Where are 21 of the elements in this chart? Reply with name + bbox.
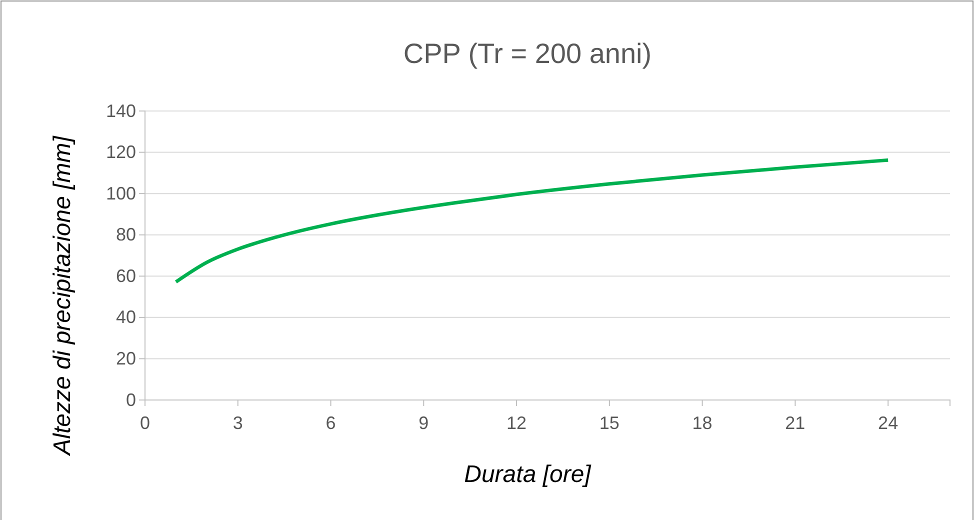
y-tick-label: 140 [106, 100, 136, 121]
x-tick-label: 3 [232, 412, 243, 433]
x-tick-label: 12 [506, 412, 527, 433]
x-axis-title: Durata [ore] [464, 461, 592, 488]
x-tick-label: 24 [878, 412, 898, 433]
y-tick-label: 80 [116, 224, 136, 245]
y-tick-label: 120 [106, 142, 136, 162]
chart-title: CPP (Tr = 200 anni) [403, 38, 652, 69]
y-tick-label: 40 [116, 307, 136, 328]
x-tick-label: 21 [785, 412, 806, 433]
line-series [174, 158, 890, 284]
x-tick-label: 18 [692, 412, 712, 433]
y-axis-title: Altezze di precipitazione [mm] [49, 134, 76, 457]
x-tick-label: 9 [418, 412, 429, 433]
y-tick-label: 60 [116, 266, 136, 286]
x-tick-label: 6 [326, 412, 336, 433]
y-tick-label: 0 [126, 390, 136, 410]
y-tick-label: 100 [106, 183, 136, 204]
x-tick-label: 0 [140, 412, 150, 433]
x-tick-label: 15 [599, 412, 620, 433]
y-tick-label: 20 [116, 348, 136, 368]
